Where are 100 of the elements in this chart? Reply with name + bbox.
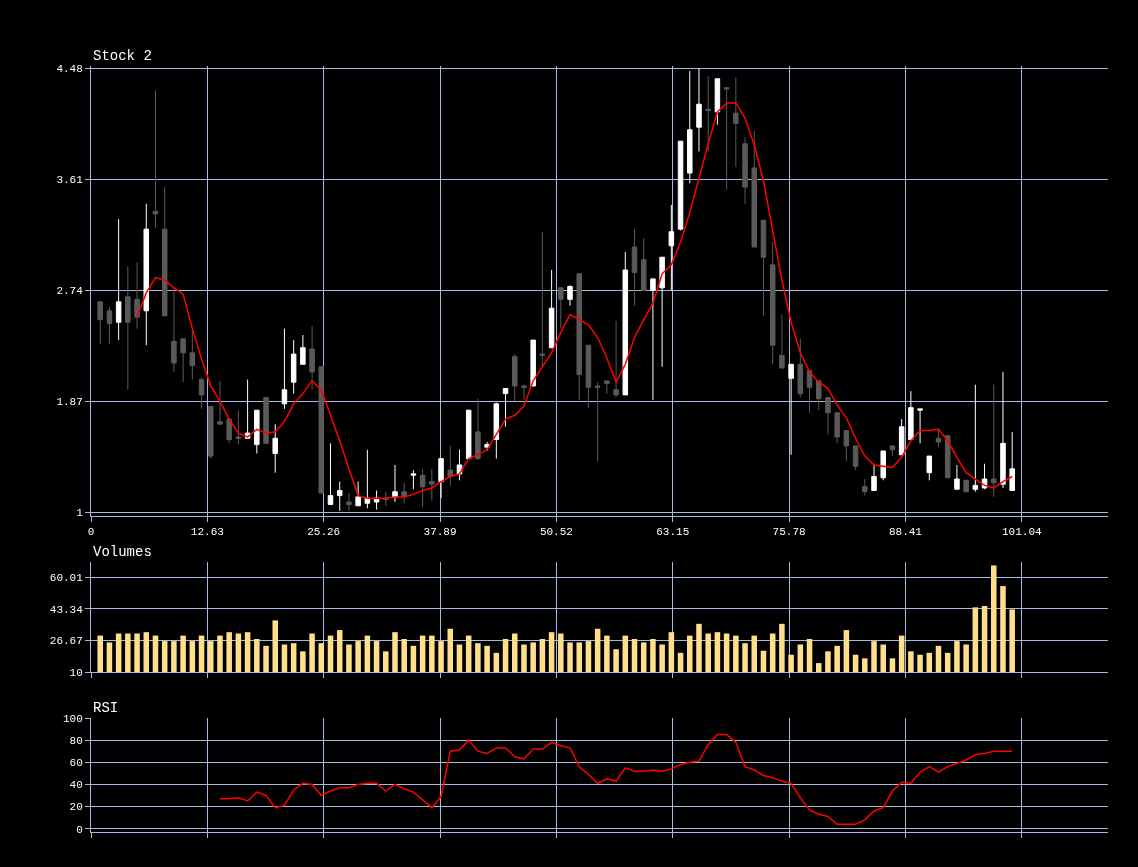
candlestick <box>235 409 242 446</box>
x-tick-label: 25.26 <box>307 526 341 539</box>
candlestick <box>991 384 997 498</box>
candlestick <box>723 87 730 191</box>
x-tick-label: 37.89 <box>423 526 457 539</box>
y-tick-label: 40 <box>69 779 83 792</box>
candlestick <box>889 445 896 457</box>
candlestick <box>594 381 601 462</box>
candlestick <box>788 363 794 456</box>
chart-title: Stock 2 <box>93 48 152 64</box>
candlestick <box>871 463 877 491</box>
candlestick <box>604 380 610 395</box>
candlestick <box>1009 431 1015 491</box>
candlestick <box>263 396 269 444</box>
y-tick-label: 60.01 <box>49 572 84 584</box>
candlestick <box>290 339 297 395</box>
candlestick <box>898 418 905 456</box>
candlestick <box>300 334 306 365</box>
candlestick <box>465 409 472 461</box>
y-tick-label: 2.74 <box>56 285 84 298</box>
chart-title: Volumes <box>93 544 152 560</box>
x-tick-label: 88.41 <box>888 526 923 539</box>
candlestick <box>705 75 711 152</box>
candlestick <box>208 405 214 460</box>
candlestick <box>631 228 638 307</box>
candlestick <box>511 353 518 402</box>
candlestick <box>198 376 205 410</box>
candlestick <box>659 256 665 368</box>
candlestick <box>143 203 150 346</box>
y-tick-label: 43.34 <box>49 603 84 616</box>
candlestick <box>558 287 564 330</box>
candlestick <box>309 325 315 391</box>
candlestick <box>254 409 260 455</box>
candlestick <box>217 380 223 425</box>
candlestick <box>954 464 960 490</box>
candlestick <box>613 320 619 398</box>
candlestick <box>825 396 831 435</box>
candlestick <box>585 344 592 409</box>
x-tick-label: 12.63 <box>190 526 224 539</box>
line-series <box>136 102 1013 499</box>
candlestick <box>97 301 103 345</box>
candlestick <box>843 430 850 462</box>
candlestick <box>336 481 343 512</box>
y-tick-label: 26.67 <box>49 635 83 648</box>
candlestick <box>502 388 509 428</box>
candlestick <box>834 412 840 444</box>
candlestick <box>742 136 748 205</box>
candlestick <box>429 468 435 502</box>
candlestick <box>687 70 693 184</box>
x-tick-label: 75.78 <box>772 526 806 539</box>
candlestick <box>355 481 361 507</box>
candlestick <box>475 398 481 461</box>
candlestick <box>419 468 426 508</box>
candlestick <box>272 423 278 474</box>
candlestick <box>677 140 684 231</box>
candlestick <box>171 288 177 373</box>
candlestick <box>539 231 546 368</box>
candlestick <box>530 339 536 387</box>
candlestick <box>125 265 131 391</box>
y-tick-label: 1 <box>76 507 84 520</box>
candlestick <box>152 89 159 229</box>
candlestick <box>852 445 859 471</box>
candlestick <box>576 273 582 401</box>
candlestick <box>935 427 942 448</box>
candlestick <box>493 402 500 460</box>
candlestick <box>806 370 813 414</box>
candlestick <box>548 269 555 349</box>
candlestick <box>346 492 352 512</box>
candlestick <box>364 449 371 509</box>
x-tick-label: 101.04 <box>1001 526 1042 539</box>
candlestick <box>438 458 444 499</box>
candlestick <box>769 241 776 365</box>
candlestick <box>106 306 113 345</box>
candlestick <box>226 418 232 444</box>
candlestick <box>622 251 629 396</box>
candlestick <box>714 78 721 126</box>
candlestick <box>760 219 767 317</box>
candlestick <box>567 284 573 307</box>
candlestick <box>447 445 454 486</box>
y-tick-label: 20 <box>69 801 83 814</box>
candlestick <box>1000 371 1006 489</box>
candlestick <box>908 390 914 441</box>
candlestick <box>410 469 417 490</box>
candlestick <box>521 384 527 401</box>
candlestick <box>751 130 758 248</box>
y-tick-label: 10 <box>69 666 83 679</box>
candlestick <box>281 328 288 410</box>
y-tick-label: 60 <box>69 757 83 770</box>
candlestick <box>779 314 785 369</box>
candlestick <box>180 338 186 383</box>
x-tick-label: 63.15 <box>656 526 690 539</box>
candlestick <box>733 76 739 168</box>
candlestick <box>650 278 656 401</box>
candlestick <box>815 380 822 411</box>
line-series <box>219 733 1013 825</box>
candlestick <box>696 68 702 152</box>
y-tick-label: 100 <box>62 712 83 725</box>
x-tick-label: 0 <box>87 526 95 539</box>
candlestick <box>862 478 868 497</box>
candlestick <box>880 450 886 481</box>
